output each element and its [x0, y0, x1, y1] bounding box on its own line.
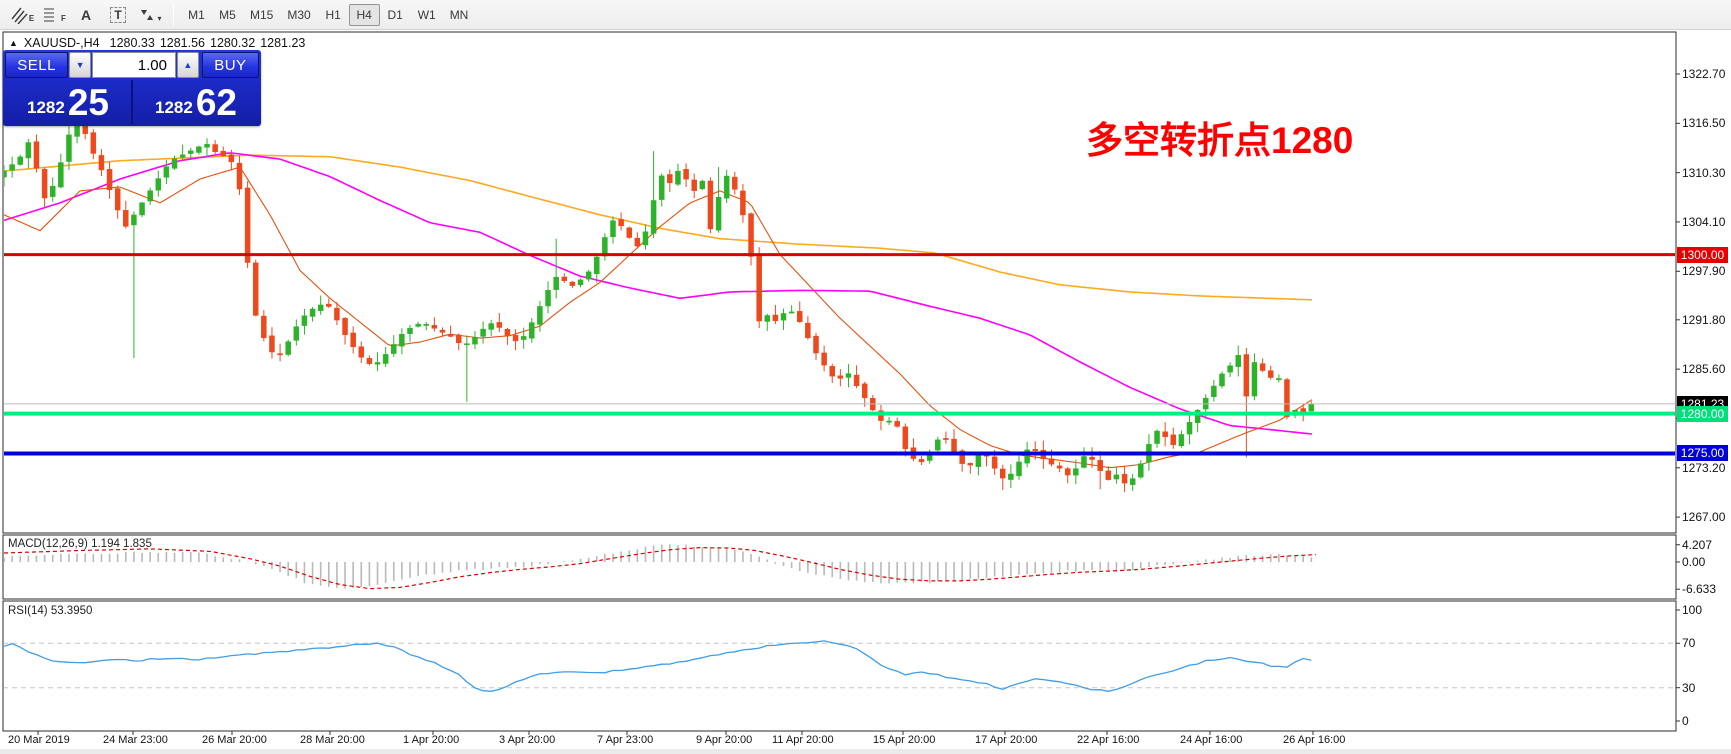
macd-scale-label: -6.633: [1682, 582, 1717, 597]
time-axis-label: 3 Apr 20:00: [499, 734, 556, 746]
text-box-tool-icon: T: [110, 6, 126, 23]
fibonacci-tool-glyph: F: [61, 14, 66, 23]
timeframe-m1-button[interactable]: M1: [188, 7, 205, 22]
volume-input[interactable]: [91, 52, 176, 78]
equidistant-channel-tool-button[interactable]: E: [8, 3, 36, 27]
time-axis-label: 9 Apr 20:00: [696, 734, 753, 746]
ohlc-values: 1280.33 1281.56 1280.32 1281.23: [110, 36, 311, 50]
sell-price-small: 1282: [27, 98, 65, 117]
equidistant-channel-tool-glyph: E: [28, 14, 35, 23]
buy-button[interactable]: BUY: [201, 52, 260, 78]
time-axis-label: 26 Mar 20:00: [202, 734, 267, 746]
time-axis-label: 20 Mar 2019: [8, 734, 70, 746]
buy-price-big: 62: [195, 82, 237, 123]
time-axis-label: 26 Apr 16:00: [1283, 734, 1346, 746]
time-axis-label: 24 Apr 16:00: [1180, 734, 1243, 746]
price-tick-label: 1297.90: [1682, 264, 1726, 279]
toolbar: E F A T ▾ M1 M5 M15 M30 H1 H4 D1 W1 MN: [0, 0, 1731, 30]
timeframe-m30-button[interactable]: M30: [287, 7, 311, 22]
annotation-text: 多空转折点1280: [1086, 120, 1354, 161]
price-level-badge: 1280.00: [1677, 405, 1728, 422]
timeframe-h4-button[interactable]: H4: [348, 3, 380, 26]
time-axis-label: 1 Apr 20:00: [403, 734, 460, 746]
price-scale[interactable]: 1322.70 1316.50 1310.30 1304.10 1297.90 1291.…: [1677, 0, 1731, 754]
time-axis-label: 7 Apr 23:00: [597, 734, 654, 746]
equidistant-channel-tool-icon: [11, 7, 28, 24]
text-label-tool-icon: A: [80, 6, 92, 23]
close-value: 1281.23: [260, 36, 306, 50]
time-axis-label: 24 Mar 23:00: [103, 734, 168, 746]
time-axis-label: 22 Apr 16:00: [1077, 734, 1140, 746]
price-tick-label: 1304.10: [1682, 214, 1726, 229]
price-tick-label: 1267.00: [1682, 510, 1726, 525]
time-axis-label: 17 Apr 20:00: [975, 734, 1038, 746]
symbol-label: XAUUSD-,H4: [23, 36, 100, 50]
timeframe-w1-button[interactable]: W1: [417, 7, 436, 22]
toolbar-separator: [173, 3, 174, 26]
price-level-badge: 1275.00: [1677, 445, 1728, 462]
timeframe-h1-button[interactable]: H1: [325, 7, 341, 22]
price-tick-label: 1291.80: [1682, 312, 1726, 327]
buy-price-display[interactable]: 1282 62: [133, 80, 259, 124]
timeframe-group: M1 M5 M15 M30 H1 H4 D1 W1 MN: [181, 3, 475, 26]
time-axis-label: 11 Apr 20:00: [772, 734, 834, 746]
text-box-tool-button[interactable]: T: [104, 3, 132, 27]
timeframe-m5-button[interactable]: M5: [219, 7, 236, 22]
sell-price-big: 25: [67, 82, 109, 123]
text-label-tool-button[interactable]: A: [72, 3, 100, 27]
fibonacci-tool-icon: [44, 8, 55, 21]
volume-increase-button[interactable]: ▲: [176, 52, 199, 78]
one-click-trading-panel: SELL ▼ ▲ BUY 1282 25 1282 62: [3, 50, 261, 126]
macd-scale-label: 4.207: [1682, 537, 1713, 552]
arrow-styles-tool-glyph: ▾: [157, 14, 162, 23]
timeframe-mn-button[interactable]: MN: [449, 7, 469, 22]
drawing-tools-group: E F A T ▾: [0, 3, 166, 27]
price-tick-label: 1322.70: [1682, 67, 1726, 81]
arrow-styles-tool-button[interactable]: ▾: [136, 3, 164, 27]
low-value: 1280.32: [210, 36, 256, 50]
high-value: 1281.56: [159, 36, 206, 50]
price-tick-label: 1316.50: [1682, 116, 1726, 131]
sell-price-display[interactable]: 1282 25: [5, 80, 131, 124]
fibonacci-tool-button[interactable]: F: [40, 3, 68, 27]
open-value: 1280.33: [109, 36, 155, 50]
timeframe-m15-button[interactable]: M15: [250, 7, 274, 22]
rsi-scale-label: 70: [1682, 636, 1696, 651]
timeframe-d1-button[interactable]: D1: [387, 7, 403, 22]
rsi-scale-label: 0: [1682, 714, 1689, 728]
buy-price-small: 1282: [155, 98, 193, 117]
rsi-scale-label: 100: [1682, 603, 1703, 617]
volume-decrease-button[interactable]: ▼: [69, 52, 91, 78]
price-tick-label: 1273.20: [1682, 460, 1726, 475]
arrow-styles-tool-icon: [141, 9, 154, 20]
time-axis-label: 15 Apr 20:00: [873, 734, 936, 746]
rsi-scale-label: 30: [1682, 680, 1696, 695]
time-axis[interactable]: 20 Mar 2019 24 Mar 23:00 26 Mar 20:00 28 Ma…: [3, 734, 1703, 750]
price-tick-label: 1310.30: [1682, 165, 1726, 180]
time-axis-label: 28 Mar 20:00: [300, 734, 365, 746]
rsi-label: RSI(14) 53.3950: [8, 605, 93, 617]
window-bottom-edge: [0, 749, 1731, 754]
chart-header: ▲ XAUUSD-,H4 1280.33 1281.56 1280.32 1281.2…: [9, 36, 310, 50]
sell-button[interactable]: SELL: [5, 52, 69, 78]
collapse-panel-icon[interactable]: ▲: [9, 38, 18, 48]
price-level-badge: 1300.00: [1677, 246, 1728, 263]
price-tick-label: 1285.60: [1682, 362, 1726, 377]
macd-label: MACD(12,26,9) 1.194 1.835: [8, 538, 152, 550]
macd-scale-label: 0.00: [1682, 555, 1706, 569]
